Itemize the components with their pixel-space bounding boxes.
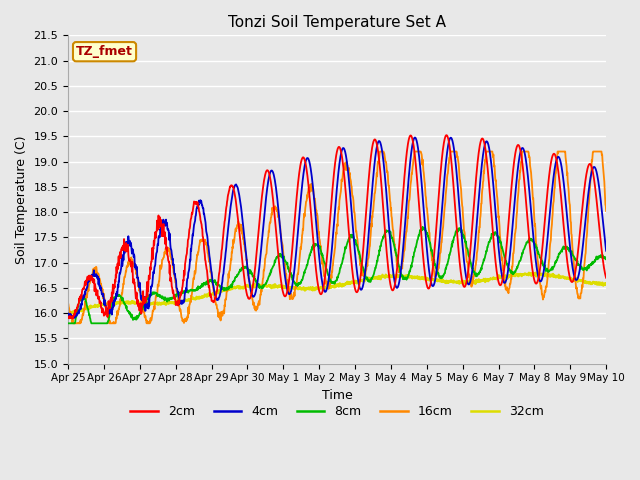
Text: TZ_fmet: TZ_fmet (76, 45, 133, 58)
X-axis label: Time: Time (322, 389, 353, 402)
Title: Tonzi Soil Temperature Set A: Tonzi Soil Temperature Set A (228, 15, 446, 30)
Legend: 2cm, 4cm, 8cm, 16cm, 32cm: 2cm, 4cm, 8cm, 16cm, 32cm (125, 400, 548, 423)
Y-axis label: Soil Temperature (C): Soil Temperature (C) (15, 135, 28, 264)
